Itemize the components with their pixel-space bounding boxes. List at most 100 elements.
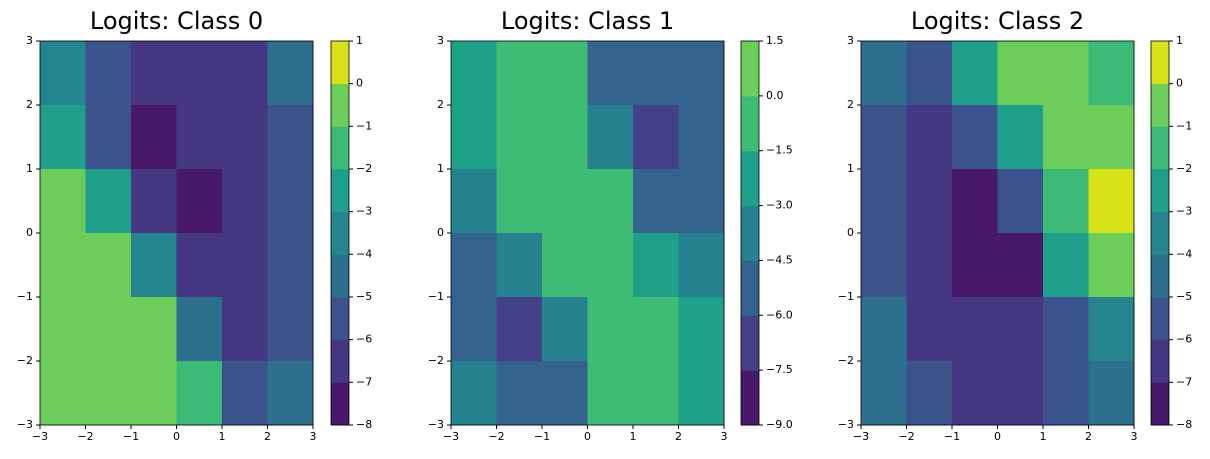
colorbar-frame: [1150, 40, 1170, 426]
contour-cell: [678, 361, 725, 426]
colorbar-tick-label: 0: [356, 77, 363, 90]
contour-cell: [1043, 105, 1089, 170]
x-tick-label: 1: [630, 430, 637, 443]
contour-cell: [906, 41, 953, 106]
colorbar-tick-label: −3: [1176, 205, 1192, 218]
contour-cell: [267, 297, 314, 362]
colorbar-band: [331, 126, 349, 170]
contour-cell: [222, 297, 268, 362]
colorbar-tick-label: −7: [356, 375, 372, 388]
contour-cell: [906, 169, 953, 234]
colorbar-band: [741, 315, 759, 371]
colorbar-tick-label: −2: [1176, 162, 1192, 175]
contour-cell: [952, 297, 998, 362]
colorbar-band: [741, 260, 759, 316]
contour-cell: [267, 105, 314, 170]
contour-cell: [40, 297, 86, 362]
contour-cell: [952, 361, 998, 426]
colorbar-band: [331, 41, 349, 85]
x-tick-label: 2: [675, 430, 682, 443]
colorbar-tick-label: −4.5: [766, 253, 793, 266]
colorbar-tick-label: −3.0: [766, 199, 793, 212]
contour-cell: [40, 105, 86, 170]
colorbar-tick-label: 1: [1176, 34, 1183, 47]
contour-cell: [496, 297, 543, 362]
contour-cell: [176, 105, 223, 170]
contour-cell: [451, 105, 497, 170]
contour-cell: [906, 361, 953, 426]
colorbar-tick-label: −8: [356, 418, 372, 431]
y-tick-label: −1: [17, 290, 33, 303]
contour-cell: [542, 105, 588, 170]
colorbar-band: [1151, 211, 1169, 255]
x-tick-label: 1: [219, 430, 226, 443]
x-tick-label: 2: [1085, 430, 1092, 443]
contour-cell: [131, 297, 177, 362]
contour-cell: [542, 41, 588, 106]
colorbar-tick-label: 0: [1176, 77, 1183, 90]
contour-cell: [861, 297, 907, 362]
colorbar-frame: [740, 40, 760, 426]
contour-cell: [222, 233, 268, 298]
colorbar-band: [331, 254, 349, 298]
x-tick-label: 3: [310, 430, 317, 443]
colorbar-band: [1151, 169, 1169, 213]
colorbar-tick-label: −6.0: [766, 308, 793, 321]
chart-title: Logits: Class 1: [501, 7, 674, 35]
y-tick-label: 3: [437, 34, 444, 47]
contour-cell: [587, 105, 634, 170]
contour-cell: [906, 297, 953, 362]
contour-cell: [85, 105, 132, 170]
chart-title: Logits: Class 0: [90, 7, 263, 35]
contour-cell: [952, 169, 998, 234]
colorbar-tick-label: 0.0: [766, 89, 784, 102]
colorbar-band: [741, 41, 759, 97]
colorbar-tick-label: −5: [1176, 290, 1192, 303]
contour-cell: [85, 41, 132, 106]
colorbar-tick-label: −3: [356, 205, 372, 218]
colorbar-band: [1151, 339, 1169, 383]
contour-cell: [997, 169, 1044, 234]
contour-cell: [678, 297, 725, 362]
contour-cell: [861, 41, 907, 106]
x-tick-label: 2: [264, 430, 271, 443]
x-tick-label: −3: [443, 430, 459, 443]
contour-cell: [451, 297, 497, 362]
colorbar-band: [331, 297, 349, 341]
colorbar-band: [741, 205, 759, 261]
contour-cell: [267, 41, 314, 106]
contour-cell: [85, 297, 132, 362]
contour-cell: [542, 169, 588, 234]
contour-cell: [1043, 169, 1089, 234]
contour-cell: [131, 361, 177, 426]
contour-cell: [587, 297, 634, 362]
colorbar-band: [1151, 41, 1169, 85]
contour-cell: [85, 169, 132, 234]
contour-cell: [40, 41, 86, 106]
colorbar-tick-label: −1: [1176, 119, 1192, 132]
x-tick-label: −1: [534, 430, 550, 443]
colorbar-band: [1151, 297, 1169, 341]
colorbar-tick-label: −8: [1176, 418, 1192, 431]
contour-cell: [678, 41, 725, 106]
contour-cell: [952, 233, 998, 298]
contour-cell: [451, 361, 497, 426]
contour-cell: [451, 233, 497, 298]
colorbar-frame: [330, 40, 350, 426]
contour-cell: [131, 233, 177, 298]
contour-cell: [176, 361, 223, 426]
contour-cell: [633, 361, 679, 426]
contour-cell: [997, 41, 1044, 106]
contour-cell: [633, 233, 679, 298]
x-tick-label: 0: [173, 430, 180, 443]
y-tick-label: −3: [17, 418, 33, 431]
contour-cell: [997, 361, 1044, 426]
contour-cell: [678, 169, 725, 234]
contour-cell: [906, 105, 953, 170]
y-tick-label: −1: [838, 290, 854, 303]
colorbar-tick-label: −4: [1176, 247, 1192, 260]
contour-cell: [222, 361, 268, 426]
contour-cell: [222, 169, 268, 234]
contour-cell: [952, 105, 998, 170]
y-tick-label: 0: [437, 226, 444, 239]
